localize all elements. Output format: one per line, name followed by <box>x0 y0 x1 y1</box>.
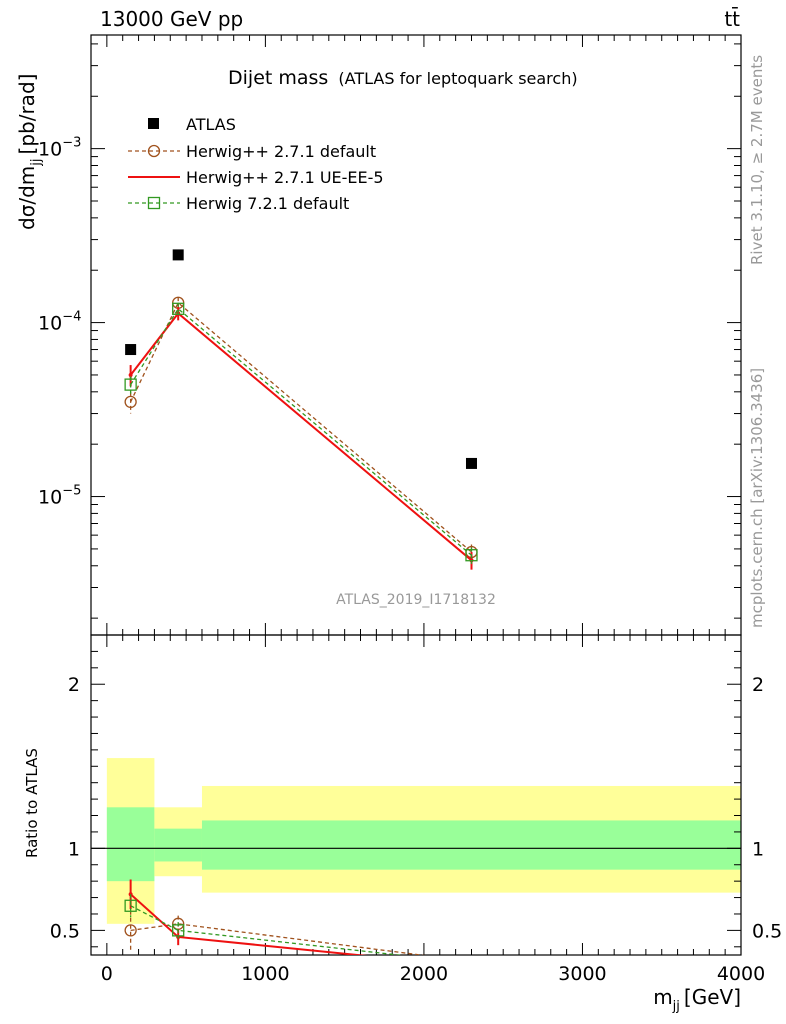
series-point-circle <box>124 924 137 937</box>
legend-label-herwigpp-ueee5: Herwig++ 2.7.1 UE-EE-5 <box>186 168 384 187</box>
data-point-atlas <box>125 344 137 356</box>
main-panel-curves <box>124 249 478 570</box>
x-tick-label: 4000 <box>717 963 765 985</box>
y-axis-label-main: dσ/dmjj[pb/rad] <box>15 74 44 230</box>
analysis-watermark: ATLAS_2019_I1718132 <box>336 592 496 608</box>
mcplots-label: mcplots.cern.ch [arXiv:1306.3436] <box>748 368 766 628</box>
header-right: tt̄ <box>724 6 740 31</box>
y-tick-label-ratio-right: 2 <box>752 674 764 696</box>
ratio-band-inner <box>106 807 155 882</box>
title-sub: (ATLAS for leptoquark search) <box>338 69 577 88</box>
series-line-ratio-0 <box>130 923 426 955</box>
series-point-circle <box>466 956 477 967</box>
y-tick-label-ratio-right: 0.5 <box>752 920 782 942</box>
x-axis-label: mjj [GeV] <box>653 985 741 1014</box>
y-tick-label-ratio-left: 0.5 <box>50 920 80 942</box>
series-point-dot <box>469 964 473 968</box>
series-point-square <box>124 899 137 912</box>
header-left: 13000 GeV pp <box>100 7 243 31</box>
x-tick-label: 0 <box>101 963 113 985</box>
series-point-square <box>465 549 478 562</box>
legend-marker-herwig7 <box>147 196 161 210</box>
legend-marker-herwigpp-default <box>147 144 161 158</box>
y-tick-label-ratio-right: 1 <box>752 838 764 860</box>
series-point-square <box>172 924 185 937</box>
axis-ticks <box>90 35 742 955</box>
y-tick-label-main: 10−3 <box>38 136 81 161</box>
series-line-ratio-2 <box>130 905 405 955</box>
x-tick-label: 2000 <box>400 963 448 985</box>
series-point-square <box>172 302 185 315</box>
series-point-dot <box>128 372 133 377</box>
ratio-panel-curves <box>124 879 477 969</box>
series-line-main-0 <box>130 301 472 553</box>
legend-label-herwig7: Herwig 7.2.1 default <box>186 194 349 213</box>
data-point-atlas <box>172 249 184 261</box>
series-curves <box>124 249 478 969</box>
rivet-label: Rivet 3.1.10, ≥ 2.7M events <box>748 55 766 265</box>
x-tick-label: 3000 <box>558 963 606 985</box>
legend-label-herwigpp-default: Herwig++ 2.7.1 default <box>186 142 376 161</box>
series-line-main-1 <box>129 311 473 562</box>
y-tick-label-ratio-left: 1 <box>68 838 80 860</box>
y-tick-label-main: 10−5 <box>38 484 81 509</box>
ratio-band-inner <box>154 828 202 862</box>
data-point-atlas <box>465 457 477 469</box>
series-point-square <box>124 378 137 391</box>
series-point-square <box>466 958 477 969</box>
title-main: Dijet mass <box>228 67 328 89</box>
ratio-bands <box>91 758 742 924</box>
legend: ATLAS Herwig++ 2.7.1 default Herwig++ 2.… <box>128 115 384 213</box>
axis-tick-labels: 0 1000 2000 3000 4000 10−5 10−4 10−3 0.5 0.5 1 1 2 2 <box>38 136 782 985</box>
ratio-band-inner <box>201 820 742 870</box>
legend-marker-atlas <box>148 118 159 129</box>
y-axis-label-ratio: Ratio to ATLAS <box>23 748 41 858</box>
y-tick-label-main: 10−4 <box>38 310 81 335</box>
legend-label-atlas: ATLAS <box>186 115 236 134</box>
y-tick-label-ratio-left: 2 <box>68 674 80 696</box>
series-line-main-2 <box>130 307 472 556</box>
chart-title: Dijet mass (ATLAS for leptoquark search) <box>228 67 578 89</box>
x-tick-label: 1000 <box>241 963 289 985</box>
series-point-circle <box>124 395 137 409</box>
